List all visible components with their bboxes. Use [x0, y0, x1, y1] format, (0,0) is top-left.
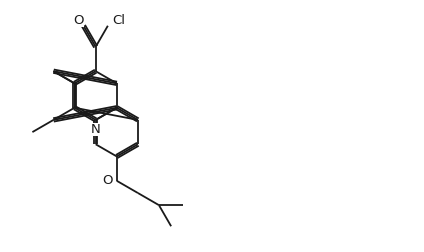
Text: O: O — [73, 14, 84, 27]
Text: O: O — [102, 174, 113, 187]
Text: Cl: Cl — [112, 14, 125, 27]
Text: N: N — [91, 123, 100, 136]
